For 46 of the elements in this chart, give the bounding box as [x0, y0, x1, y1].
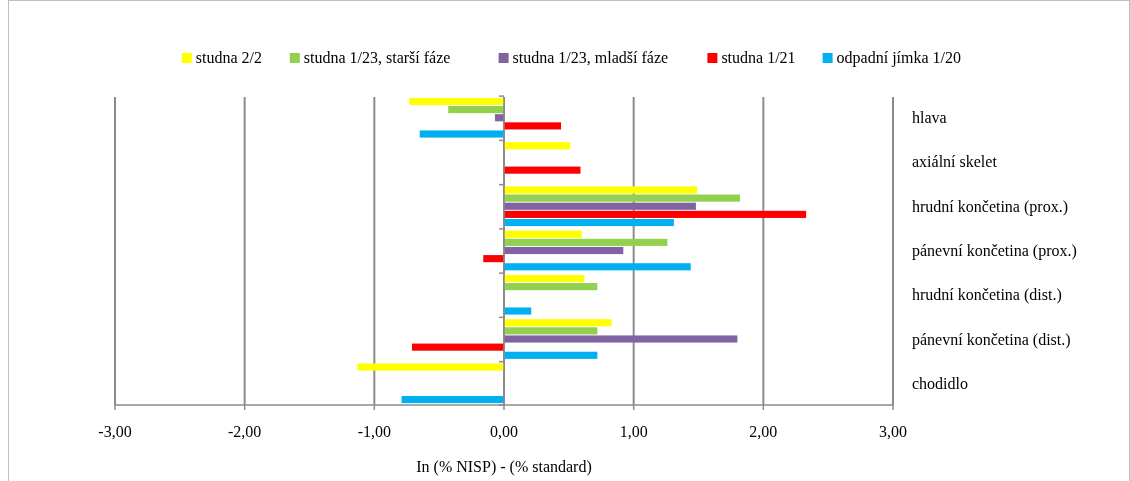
- bar: [504, 351, 598, 359]
- y-tick-label: hrudní končetina (prox.): [912, 197, 1068, 216]
- legend-label: odpadní jímka 1/20: [836, 49, 962, 67]
- bar: [504, 166, 581, 174]
- bar: [504, 238, 668, 246]
- bar: [504, 246, 624, 255]
- y-tick-label: pánevní končetina (dist.): [912, 330, 1071, 349]
- y-tick-label: axiální skelet: [912, 153, 998, 171]
- x-axis-title: In (% NISP) - (% standard): [416, 458, 592, 476]
- y-tick-label: chodidlo: [912, 374, 968, 392]
- bar: [401, 395, 504, 404]
- legend-label: studna 1/21: [721, 49, 796, 66]
- legend-label: studna 2/2: [195, 49, 263, 66]
- bar: [504, 307, 532, 315]
- bar: [504, 274, 585, 283]
- x-tick-label: -2,00: [228, 423, 262, 440]
- bar: [504, 194, 740, 202]
- x-tick-label: 0,00: [490, 423, 518, 440]
- x-tick-label: -3,00: [98, 423, 132, 440]
- bar: [504, 122, 562, 130]
- bar: [411, 343, 504, 351]
- legend-label: studna 1/23, starší fáze: [303, 49, 451, 66]
- bar: [504, 230, 582, 238]
- bar: [504, 335, 738, 343]
- bar: [504, 186, 698, 194]
- bar: [504, 142, 571, 150]
- x-tick-label: 1,00: [619, 423, 648, 440]
- bar: [504, 283, 598, 291]
- bar: [504, 319, 612, 327]
- bar: [504, 263, 691, 271]
- x-tick-label: 3,00: [879, 423, 907, 440]
- bar: [448, 106, 504, 114]
- legend-label: studna 1/23, mladší fáze: [512, 49, 669, 66]
- bar: [357, 363, 504, 371]
- y-tick-label: pánevní končetina (prox.): [912, 242, 1077, 260]
- x-tick-label: 2,00: [749, 423, 778, 440]
- bar: [409, 97, 504, 106]
- bar: [419, 130, 504, 138]
- bar: [483, 255, 504, 263]
- x-tick-label: -1,00: [357, 423, 391, 440]
- bar: [504, 327, 598, 335]
- y-tick-label: hlava: [912, 109, 947, 127]
- y-tick-label: hrudní končetina (dist.): [912, 286, 1062, 305]
- bar: [504, 202, 696, 210]
- bar: [504, 218, 674, 227]
- bar: [504, 210, 807, 218]
